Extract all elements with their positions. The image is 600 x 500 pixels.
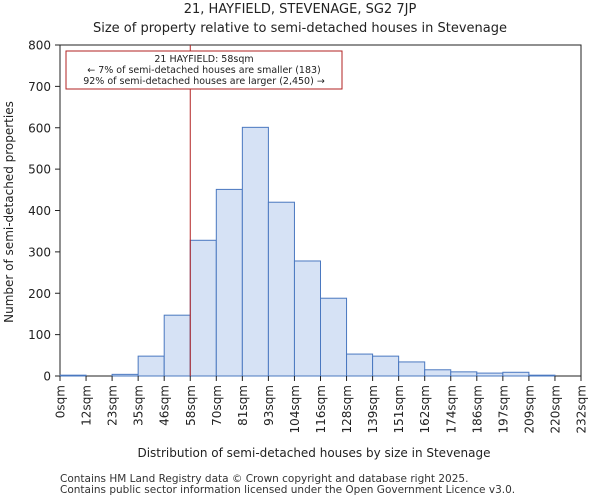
x-tick-label: 58sqm [184,385,198,426]
histogram-bar [267,201,295,377]
histogram-bar [59,374,87,377]
y-tick-label: 800 [28,39,51,53]
footer-copyright: Contains HM Land Registry data © Crown c… [60,473,469,485]
chart-title: 21, HAYFIELD, STEVENAGE, SG2 7JP [183,2,417,17]
footer-licence: Contains public sector information licen… [60,484,516,496]
x-tick-label: 70sqm [210,385,224,426]
y-tick-label: 400 [28,204,51,218]
x-tick-label: 93sqm [262,385,276,426]
annotation-line-3: 92% of semi-detached houses are larger (… [83,76,325,87]
y-tick-label: 200 [28,287,51,301]
y-tick-label: 100 [28,328,51,342]
x-tick-label: 151sqm [392,385,406,433]
y-tick-label: 500 [28,163,51,177]
histogram-bar [346,353,374,377]
annotation-line-1: 21 HAYFIELD: 58sqm [154,54,253,65]
x-tick-label: 116sqm [314,385,328,433]
x-tick-label: 46sqm [158,385,172,426]
histogram-bar [502,371,530,377]
histogram-bar [320,297,348,377]
y-tick-label: 300 [28,245,51,259]
x-tick-label: 197sqm [496,385,510,433]
x-tick-label: 81sqm [236,385,250,426]
y-axis-label: Number of semi-detached properties [2,101,16,323]
histogram-bar [137,355,165,377]
x-tick-label: 174sqm [444,385,458,433]
x-tick-label: 186sqm [470,385,484,433]
histogram-bar [293,260,322,377]
x-tick-label: 104sqm [288,385,302,433]
histogram-bar [372,355,400,377]
x-axis-label: Distribution of semi-detached houses by … [137,446,490,460]
histogram-bar [163,314,191,377]
histogram-bar [189,239,217,377]
x-tick-label: 12sqm [80,385,94,426]
x-tick-label: 220sqm [548,385,562,433]
x-tick-label: 35sqm [132,385,146,426]
annotation-line-2: ← 7% of semi-detached houses are smaller… [87,65,321,76]
histogram-bar [241,126,269,377]
x-tick-label: 162sqm [418,385,432,433]
histogram-bar [450,371,478,377]
histogram-bar [476,372,504,377]
histogram-bar [424,369,452,377]
x-tick-label: 0sqm [54,385,68,418]
histogram-bar [215,188,243,377]
y-tick-label: 0 [43,370,51,384]
x-tick-label: 128sqm [340,385,354,433]
histogram-bar [528,374,556,377]
histogram-bar [398,361,426,377]
x-tick-label: 209sqm [522,385,536,433]
x-tick-label: 23sqm [106,385,120,426]
histogram-bar [111,373,139,377]
x-tick-label: 139sqm [366,385,380,433]
y-tick-label: 600 [28,121,51,135]
y-tick-label: 700 [28,80,51,94]
x-tick-label: 232sqm [575,385,589,433]
chart-subtitle: Size of property relative to semi-detach… [92,21,508,36]
annotation-box: 21 HAYFIELD: 58sqm ← 7% of semi-detached… [65,50,343,90]
